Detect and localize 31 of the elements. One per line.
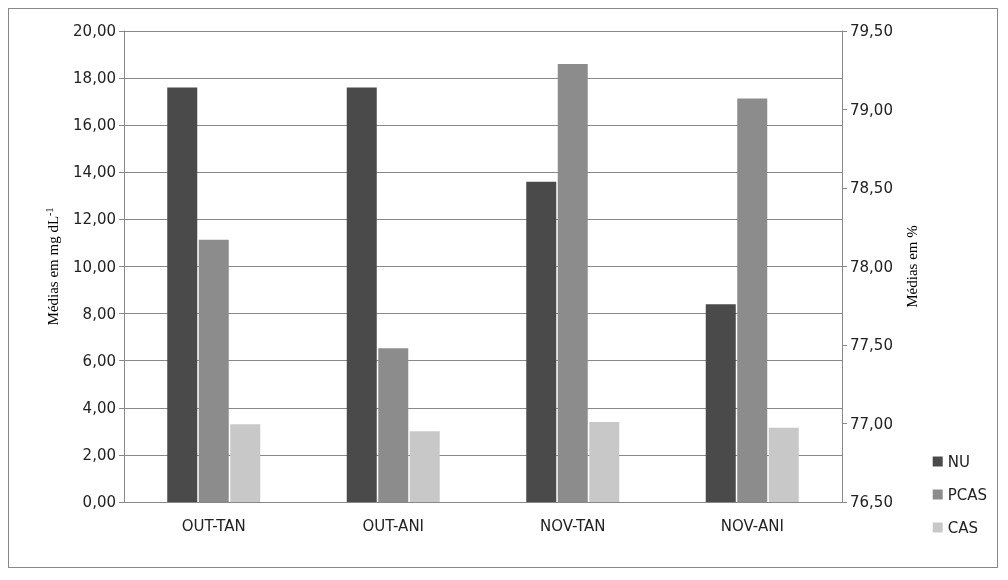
y-tick-label: 2,00 [82, 445, 116, 464]
bar [589, 421, 620, 502]
y-tick-label: 12,00 [73, 210, 116, 229]
legend-label: PCAS [947, 485, 988, 504]
bar [768, 427, 799, 502]
y2-tick-label: 76,50 [850, 493, 893, 511]
y2-tick-label: 79,00 [850, 100, 893, 119]
y2-tick-label: 78,00 [850, 257, 893, 276]
y2-tick-label: 78,50 [850, 179, 893, 197]
y-tick-label: 18,00 [73, 69, 116, 88]
y-tick-label: 10,00 [73, 257, 116, 276]
x-tick-label: OUT-ANI [362, 516, 425, 535]
legend-label: NU [947, 452, 970, 471]
y-tick-label: 0,00 [82, 493, 116, 511]
x-tick-label: NOV-ANI [720, 516, 784, 535]
legend-label: CAS [947, 518, 978, 537]
bar [230, 424, 261, 502]
y-tick-label: 16,00 [73, 116, 116, 135]
y-axis-title: Médias em mg dL-1 [43, 207, 61, 326]
y2-tick-label: 79,50 [850, 22, 893, 40]
y-tick-label: 6,00 [82, 351, 116, 370]
y2-axis-title: Médias em % [903, 225, 920, 308]
y-tick-label: 4,00 [82, 398, 116, 417]
bar [346, 87, 377, 502]
y-tick-label: 8,00 [82, 304, 116, 323]
y-tick-label: 14,00 [73, 163, 116, 182]
y-tick-label: 20,00 [73, 22, 116, 40]
y2-tick-label: 77,00 [850, 414, 893, 433]
y2-tick-label: 77,50 [850, 336, 893, 354]
x-tick-label: NOV-TAN [539, 516, 606, 535]
x-tick-label: OUT-TAN [181, 516, 246, 535]
